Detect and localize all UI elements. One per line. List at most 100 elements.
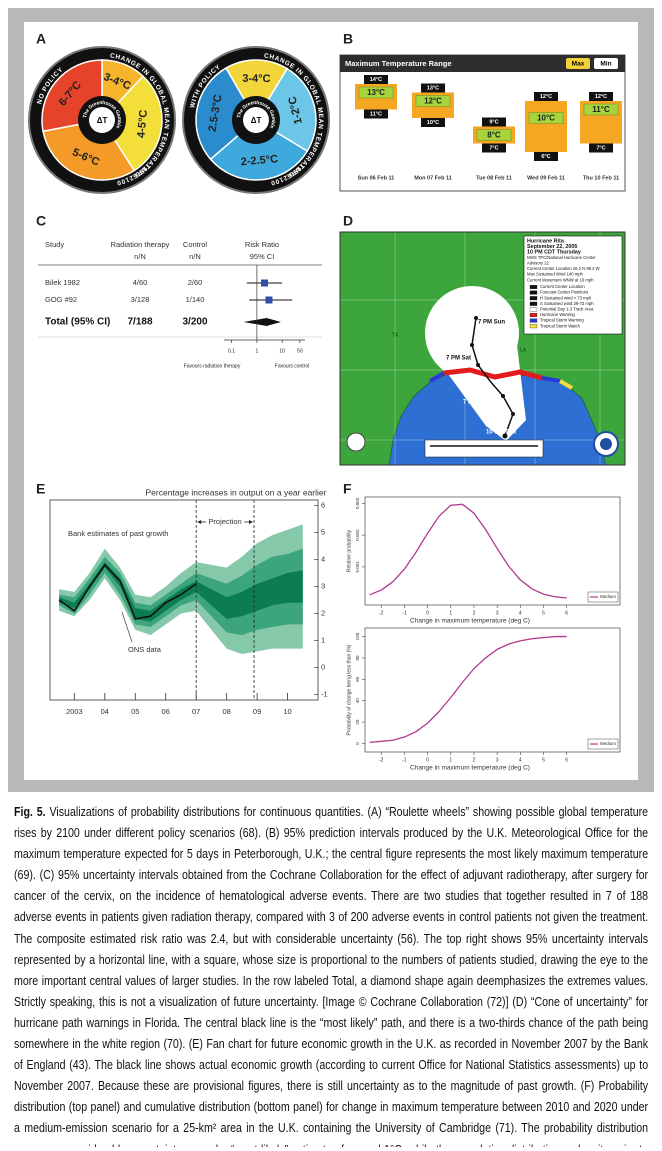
legend-swatch — [529, 318, 538, 323]
table-subheader: 95% CI — [250, 252, 275, 261]
f-x-label: Change in maximum temperature (deg C) — [410, 618, 530, 625]
wheel-center — [89, 107, 115, 133]
e-y-tick-label: 6 — [321, 500, 325, 509]
f-x-tick-label: 2 — [473, 610, 476, 616]
state-label: LA — [520, 347, 527, 353]
e-y-tick-label: 5 — [321, 527, 325, 536]
max-label: 14°C — [370, 77, 382, 83]
likely-box — [583, 103, 619, 116]
f-legend-label: Medium — [600, 594, 616, 599]
likely-label: 10°C — [537, 114, 555, 123]
f-y-tick-label: 40 — [355, 698, 360, 704]
map-border — [339, 231, 626, 466]
f-x-tick-label: -2 — [379, 757, 384, 763]
table-cell: 1/140 — [186, 295, 205, 304]
max-label: 13°C — [427, 86, 439, 92]
fan-band — [59, 562, 303, 622]
table-cell: 2/60 — [188, 278, 203, 287]
max-label: 12°C — [595, 94, 607, 100]
arrow-head — [197, 520, 202, 524]
table-header: Radiation therapy — [111, 240, 170, 249]
forecast-header — [340, 55, 625, 72]
f-x-tick-label: 0 — [426, 610, 429, 616]
max-button[interactable] — [566, 58, 590, 69]
e-y-tick-label: -1 — [321, 690, 328, 699]
e-x-tick-label: 09 — [253, 707, 261, 716]
table-header: Study — [45, 240, 64, 249]
table-cell: 3/200 — [182, 317, 207, 328]
wheel-sector — [254, 67, 317, 153]
track-label: 10 PM Thu — [486, 430, 516, 436]
f-legend-box — [587, 738, 619, 750]
forecast-title: Maximum Temperature Range — [345, 59, 452, 68]
noaa-logo-inner — [600, 438, 612, 450]
f-y-label: Probability of change being less than (%… — [346, 644, 352, 735]
info-line: Hurricane Rita — [527, 238, 565, 244]
likely-box — [415, 95, 451, 107]
wheel-sectors: 3-4°C1-2°C2-2.5°C2.5-3°C — [195, 59, 317, 181]
min-tag — [534, 152, 558, 161]
wheel-sector — [195, 67, 257, 161]
f-y-tick-label: 0 — [355, 742, 360, 745]
min-button[interactable] — [594, 58, 618, 69]
cone — [427, 345, 526, 441]
info-line: Current Center Location 26.2 N 89.2 W — [527, 266, 600, 271]
c-tick-label: 50 — [297, 348, 303, 354]
ons-leader — [121, 611, 133, 643]
info-line: 10 PM CDT Thursday — [527, 250, 581, 256]
legend-item: Tropical Storm Watch — [540, 323, 581, 328]
e-x-tick-label: 05 — [131, 707, 139, 716]
table-cell: Total (95% CI) — [45, 317, 110, 328]
legend-swatch — [529, 313, 538, 317]
caption: Fig. 5. Visualizations of probability di… — [14, 802, 648, 1147]
e-y-tick-label: 1 — [321, 636, 325, 645]
wheel-sector — [101, 75, 163, 172]
caption-text: Fig. 5. Visualizations of probability di… — [14, 802, 648, 1147]
f-x-tick-label: 3 — [496, 610, 499, 616]
day-label: Sun 06 Feb 11 — [358, 175, 395, 181]
day-label: Mon 07 Feb 11 — [414, 175, 452, 181]
wheel-sector-group: 3-4°C1-2°C2-2.5°C2.5-3°C — [195, 59, 317, 181]
wheel-center — [243, 107, 269, 133]
f-x-tick-label: 4 — [519, 610, 522, 616]
e-y-tick-label: 0 — [321, 663, 325, 672]
track-label: 7 PM Sun — [478, 320, 505, 326]
projection-label: Projection — [208, 517, 241, 526]
f-x-tick-label: 5 — [542, 610, 545, 616]
legend-item: H Sustained wind > 73 mph — [540, 295, 592, 300]
max-tag — [589, 92, 613, 101]
min-label: 7°C — [489, 146, 498, 152]
f-legend-box — [587, 591, 619, 603]
wheel-sector — [209, 119, 309, 181]
legend-item: S Sustained wind 39-73 mph — [540, 301, 594, 306]
f-x-tick-label: 0 — [426, 757, 429, 763]
info-line: September 22, 2005 — [527, 244, 577, 250]
f-x-tick-label: 6 — [565, 610, 568, 616]
table-header: Control — [183, 240, 208, 249]
rr-square — [261, 279, 268, 287]
table-cell: Bilek 1982 — [45, 278, 80, 287]
max-label: 9°C — [489, 120, 498, 126]
likely-label: 13°C — [367, 88, 385, 97]
e-x-tick-label: 2003 — [66, 707, 83, 716]
legend-item: Current Center Location — [540, 284, 585, 289]
c-tick-label: 0.1 — [228, 348, 235, 354]
min-label: 10°C — [427, 120, 439, 126]
table-subheader: n/N — [134, 252, 146, 261]
legend-item: Hurricane Warning — [540, 312, 575, 317]
ons-label: ONS data — [128, 645, 162, 654]
c-tick-label: 1 — [255, 348, 258, 354]
wheel-sectors: 3-4°C4-5°C5-6°C6-7°C — [41, 59, 163, 181]
button-label: Min — [600, 61, 611, 68]
favours-label: Favours radiation therapy — [184, 363, 241, 369]
min-label: 7°C — [596, 146, 605, 152]
probability-curve — [369, 503, 567, 599]
likely-label: 11°C — [592, 105, 610, 114]
track-points — [470, 316, 515, 439]
delta-t: ΔT — [251, 116, 262, 125]
e-y-tick-label: 4 — [321, 554, 325, 563]
likely-label: 8°C — [487, 131, 501, 140]
min-tag — [482, 143, 506, 153]
min-label: 11°C — [370, 112, 382, 118]
min-label: 6°C — [541, 154, 550, 160]
